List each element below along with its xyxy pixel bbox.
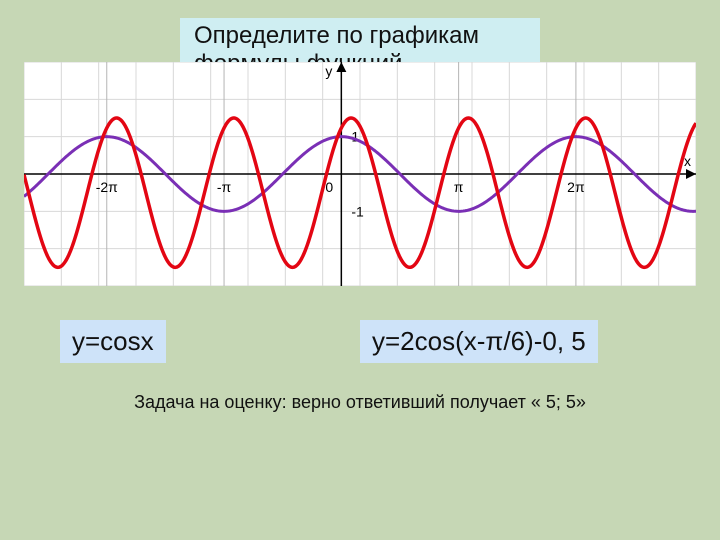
chart-container: -2π-π0π2π1-1yx [24, 62, 696, 286]
svg-text:y: y [325, 63, 332, 79]
task-text: Задача на оценку: верно ответивший получ… [134, 392, 586, 413]
chart-svg: -2π-π0π2π1-1yx [24, 62, 696, 286]
svg-text:-2π: -2π [96, 179, 118, 195]
formula-right: y=2cos(x-π/6)-0, 5 [360, 320, 598, 363]
formula-left: y=cosx [60, 320, 166, 363]
svg-text:2π: 2π [567, 179, 585, 195]
svg-text:-1: -1 [351, 203, 364, 219]
svg-text:0: 0 [325, 179, 333, 195]
svg-text:-π: -π [217, 179, 232, 195]
svg-text:π: π [454, 179, 464, 195]
svg-text:1: 1 [351, 129, 359, 145]
